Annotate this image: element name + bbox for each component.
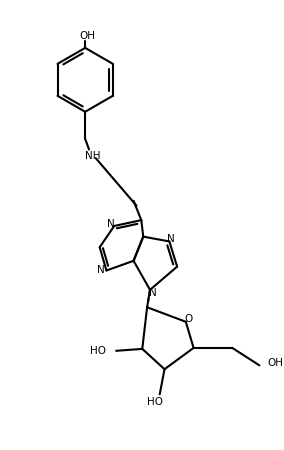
Text: OH: OH bbox=[267, 358, 283, 369]
Text: O: O bbox=[185, 314, 193, 324]
Text: N: N bbox=[107, 219, 115, 229]
Text: HO: HO bbox=[147, 397, 163, 407]
Text: N: N bbox=[97, 266, 105, 275]
Text: NH: NH bbox=[85, 151, 101, 161]
Text: HO: HO bbox=[91, 346, 106, 356]
Text: OH: OH bbox=[79, 31, 95, 41]
Text: N: N bbox=[168, 234, 175, 243]
Text: N: N bbox=[149, 288, 157, 298]
